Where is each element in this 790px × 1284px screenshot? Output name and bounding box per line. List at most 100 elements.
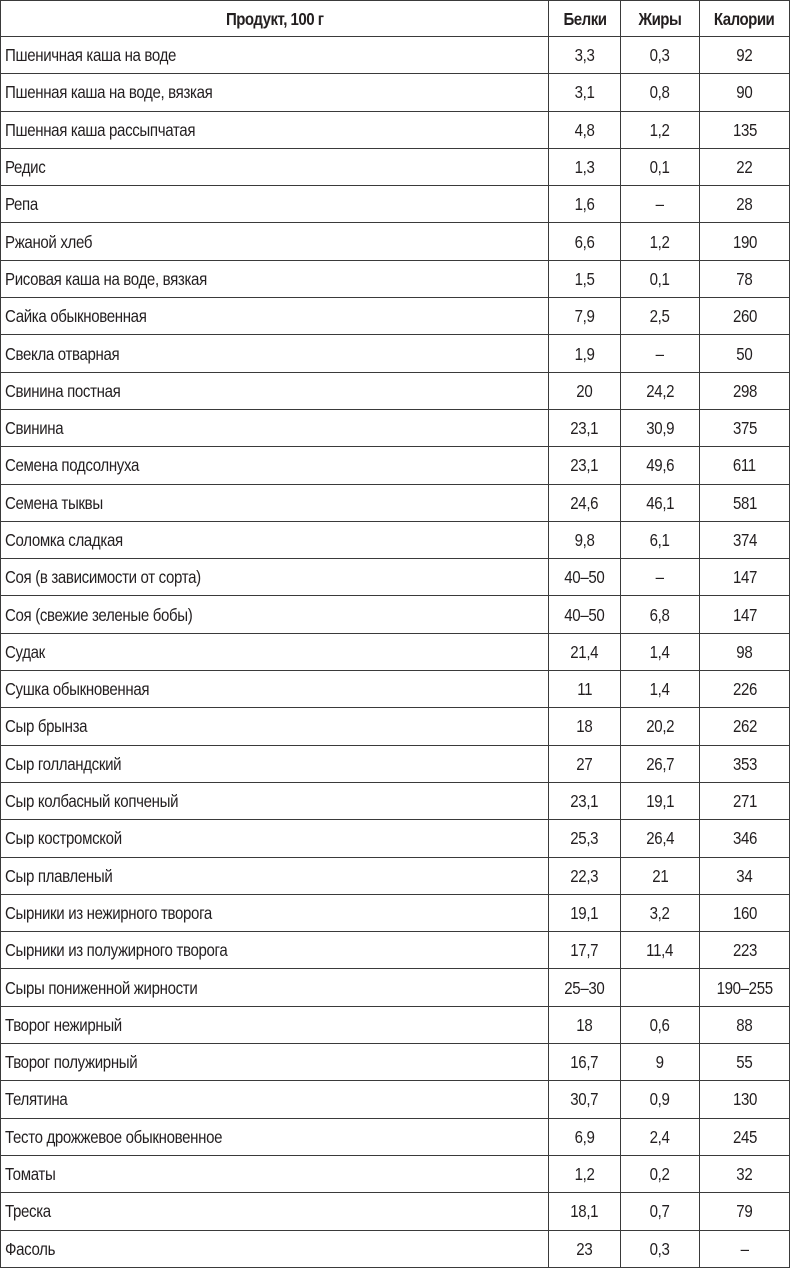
fat-cell: 26,7 [620,744,700,783]
product-cell-text: Сыр колбасный копченый [5,791,179,812]
protein-cell: 40–50 [548,558,621,597]
fat-cell: 3,2 [620,893,700,933]
calories-cell-text: 160 [732,902,757,923]
protein-cell-text: 23,1 [570,418,599,439]
table-row: Свинина 23,1 30,9 375 [0,408,790,448]
calories-cell-text: 190 [732,231,757,252]
header-fat: Жиры [620,0,700,37]
table-row: Репа 1,6 – 28 [0,185,790,224]
product-cell-text: Соя (свежие зеленые бобы) [5,604,193,625]
protein-cell-text: 30,7 [570,1089,599,1110]
protein-cell: 16,7 [548,1043,621,1082]
product-cell: Сырники из полужирного творога [0,931,549,970]
table-row: Сушка обыкновенная 11 1,4 226 [0,670,790,709]
calories-cell-text: – [740,1238,749,1259]
protein-cell-text: 17,7 [570,940,599,961]
fat-cell-text: 46,1 [646,492,674,513]
product-cell: Рисовая каша на воде, вязкая [0,259,549,299]
protein-cell-text: 4,8 [574,119,595,140]
fat-cell: 1,4 [620,632,700,672]
calories-cell-text: 135 [732,119,757,140]
calories-cell-text: 34 [736,865,753,886]
product-cell: Телятина [0,1080,549,1119]
fat-cell-text: – [655,194,665,215]
product-cell-text: Сыр брынза [5,716,88,737]
protein-cell: 25,3 [548,819,621,858]
calories-cell-text: 90 [736,82,753,103]
product-cell: Сырники из нежирного творога [0,893,549,933]
calories-cell: 581 [699,483,790,522]
product-cell: Семена подсолнуха [0,446,549,485]
fat-cell: 0,1 [620,147,700,187]
fat-cell: 0,8 [620,73,700,112]
calories-cell-text: 78 [736,268,753,289]
table-row: Пшенная каша рассыпчатая 4,8 1,2 135 [0,110,790,149]
protein-cell-text: 24,6 [570,492,599,513]
calories-cell-text: 79 [736,1201,753,1222]
fat-cell-text: 0,9 [650,1089,670,1110]
product-cell-text: Сыр голландский [5,753,122,774]
calories-cell-text: 346 [732,828,757,849]
protein-cell: 21,4 [548,632,621,672]
protein-cell: 24,6 [548,483,621,522]
product-cell-text: Ржаной хлеб [5,231,93,252]
table-row: Творог нежирный 18 0,6 88 [0,1005,790,1045]
calories-cell-text: 98 [736,641,753,662]
calories-cell-text: 88 [736,1014,753,1035]
calories-cell-text: 375 [732,418,757,439]
fat-cell [620,968,700,1007]
header-calories-label: Калории [714,8,775,29]
product-cell-text: Пшеничная каша на воде [5,45,177,66]
fat-cell: 2,5 [620,297,700,336]
calories-cell-text: 298 [732,380,757,401]
protein-cell: 6,9 [548,1117,621,1156]
calories-cell-text: 581 [732,492,757,513]
calories-cell: 34 [699,856,790,895]
protein-cell: 7,9 [548,297,621,336]
calories-cell: 611 [699,446,790,485]
header-protein: Белки [548,0,621,37]
fat-cell: 21 [620,856,700,895]
fat-cell: 6,1 [620,520,700,560]
product-cell: Сыр плавленый [0,856,549,895]
product-cell: Сыр брынза [0,707,549,746]
protein-cell: 18 [548,1005,621,1045]
table-row: Томаты 1,2 0,2 32 [0,1154,790,1194]
product-cell-text: Соломка сладкая [5,530,123,550]
fat-cell: 0,7 [620,1192,700,1231]
table-row: Сыр костромской 25,3 26,4 346 [0,819,790,858]
calories-cell: 32 [699,1154,790,1194]
fat-cell: 0,6 [620,1005,700,1045]
fat-cell: 1,2 [620,110,700,149]
fat-cell-text: 1,4 [650,641,670,662]
table-row: Сыр колбасный копченый 23,1 19,1 271 [0,781,790,821]
calories-cell: 346 [699,819,790,858]
fat-cell-text: 3,2 [650,902,670,923]
product-cell-text: Редис [5,157,46,178]
fat-cell: 0,9 [620,1080,700,1119]
fat-cell-text: 2,5 [650,306,670,327]
header-fat-label: Жиры [638,8,682,29]
protein-cell-text: 6,6 [574,231,595,252]
protein-cell-text: 23,1 [570,455,599,476]
fat-cell: – [620,334,700,373]
protein-cell: 1,6 [548,185,621,224]
protein-cell: 1,2 [548,1154,621,1194]
protein-cell: 19,1 [548,893,621,933]
fat-cell-text: 11,4 [646,940,674,961]
protein-cell-text: 11 [577,679,592,700]
product-cell-text: Семена тыквы [5,492,103,513]
fat-cell-text: 26,4 [646,828,674,849]
calories-cell-text: 50 [736,343,753,364]
product-cell: Семена тыквы [0,483,549,522]
fat-cell-text: 19,1 [646,791,674,812]
fat-cell-text: 21 [651,865,669,886]
calories-cell: 353 [699,744,790,783]
calories-cell: 130 [699,1080,790,1119]
fat-cell: 1,2 [620,222,700,261]
calories-cell-text: 260 [732,306,757,327]
fat-cell: 26,4 [620,819,700,858]
product-cell-text: Репа [5,194,38,215]
protein-cell: 30,7 [548,1080,621,1119]
fat-cell-text: 30,9 [646,418,674,439]
